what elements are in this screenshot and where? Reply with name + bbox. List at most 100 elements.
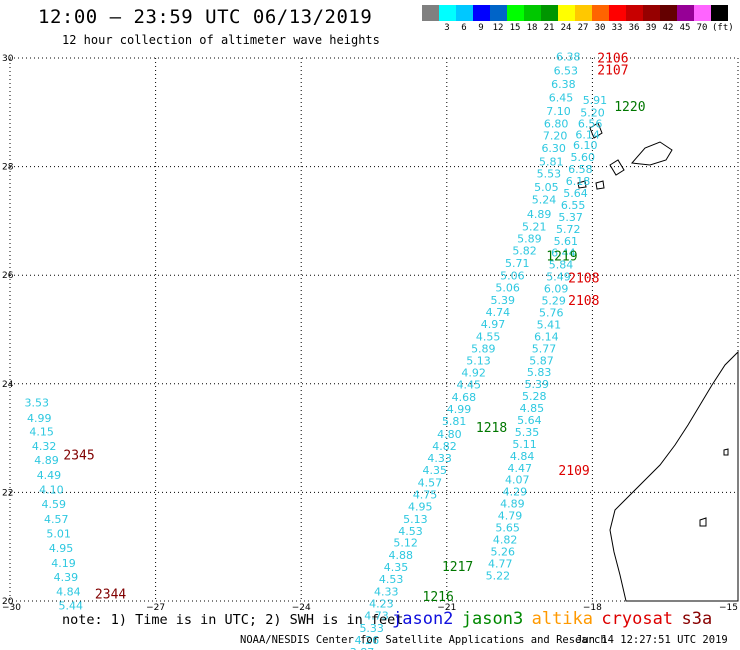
wave-height-value: 3.53 [25, 397, 49, 410]
wave-height-value: 4.19 [51, 557, 76, 570]
color-scale-label: 24 [560, 23, 572, 33]
wave-height-value: 5.89 [517, 233, 542, 246]
wave-height-value: 4.95 [408, 500, 433, 513]
wave-height-value: 5.81 [442, 415, 467, 428]
color-scale-label: 21 [543, 23, 555, 33]
lat-tick-label: 20 [2, 597, 14, 607]
wave-height-value: 4.10 [39, 483, 64, 496]
wave-height-value: 4.07 [505, 474, 530, 487]
color-swatch: 12 [490, 5, 507, 33]
island-outline [630, 141, 673, 166]
color-scale-label: 15 [509, 23, 521, 33]
wave-height-value: 4.33 [427, 452, 452, 465]
lon-tick-label: −24 [292, 603, 311, 613]
wave-height-value: 4.99 [447, 403, 472, 416]
island-outline [595, 180, 605, 190]
wave-height-value: 4.84 [510, 450, 534, 463]
wave-height-value: 6.80 [544, 118, 569, 131]
wave-height-value: 4.74 [486, 306, 511, 319]
wave-height-value: 5.49 [546, 271, 571, 284]
wave-height-value: 5.13 [403, 513, 428, 526]
lon-tick-label: −30 [2, 603, 21, 613]
wave-height-value: 4.75 [413, 488, 438, 501]
color-scale-label: 39 [645, 23, 657, 33]
legend-s3a: s3a [681, 609, 713, 629]
legend-jason3: jason3 [461, 609, 524, 629]
wave-height-value: 5.22 [486, 569, 511, 582]
color-scale-label: 45 [679, 23, 691, 33]
wave-height-value: 6.38 [551, 78, 576, 91]
lat-tick-label: 28 [2, 163, 14, 173]
wave-height-value: 6.45 [549, 91, 574, 104]
color-swatch: 3 [439, 5, 456, 33]
wave-height-value: 5.77 [532, 342, 557, 355]
wave-height-value: 4.23 [369, 598, 394, 611]
wave-height-value: 5.29 [541, 295, 566, 308]
wave-height-value: 4.47 [507, 462, 532, 475]
wave-height-value: 5.05 [534, 181, 559, 194]
color-swatch: 42 [660, 5, 677, 33]
wave-height-value: 6.14 [534, 330, 559, 343]
color-swatch [711, 5, 728, 21]
pass-time-label: 1220 [614, 100, 645, 115]
wave-height-value: 6.14 [575, 128, 600, 141]
lat-tick-label: 26 [2, 271, 14, 281]
wave-height-value: 4.84 [56, 586, 81, 599]
map-subtitle: 12 hour collection of altimeter wave hei… [62, 33, 380, 47]
coastline [609, 350, 739, 602]
wave-height-value: 5.39 [524, 378, 549, 391]
color-scale-label: 36 [628, 23, 640, 33]
wave-height-value: 4.39 [54, 571, 79, 584]
pass-time-label: 1218 [476, 421, 507, 436]
color-scale-label: 12 [492, 23, 504, 33]
wave-height-value: 5.87 [529, 354, 554, 367]
wave-height-value: 4.33 [374, 586, 399, 599]
wave-height-value: 6.58 [568, 163, 593, 176]
lat-tick-label: 24 [2, 380, 14, 390]
wave-height-value: 5.26 [490, 545, 514, 558]
generated-timestamp: Jun 14 12:27:51 UTC 2019 [576, 634, 728, 646]
pass-time-label: 2108 [568, 294, 599, 309]
wave-height-value: 7.20 [543, 129, 568, 142]
legend-altika: altika [531, 609, 594, 629]
credit-text: NOAA/NESDIS Center for Satellite Applica… [240, 634, 607, 646]
wave-height-value: 7.10 [546, 105, 571, 118]
wave-height-value: 6.55 [561, 199, 586, 212]
color-scale-label: 33 [611, 23, 623, 33]
wave-height-value: 6.10 [573, 139, 598, 152]
pass-time-label: 1217 [442, 560, 473, 575]
color-scale-label: 9 [478, 23, 484, 33]
color-swatch: 30 [592, 5, 609, 33]
wave-height-value: 5.71 [505, 257, 530, 270]
wave-height-value: 5.06 [500, 270, 524, 283]
legend-cryosat: cryosat [601, 609, 674, 629]
color-scale-label: 3 [444, 23, 450, 33]
wave-height-value: 4.29 [503, 486, 528, 499]
lat-tick-label: 30 [2, 54, 14, 64]
color-swatch: 15 [507, 5, 524, 33]
pass-time-label: 2107 [597, 63, 628, 78]
wave-height-value: 4.15 [29, 425, 54, 438]
wave-height-value: 4.53 [398, 525, 423, 538]
wave-height-value: 4.88 [389, 549, 414, 562]
wave-height-value: 4.89 [34, 454, 59, 467]
wave-height-value: 4.82 [493, 533, 518, 546]
wave-height-value: 5.12 [393, 537, 418, 550]
pass-time-label: 2106 [597, 51, 628, 66]
wave-height-value: 6.44 [551, 247, 576, 260]
wave-height-value: 5.06 [495, 281, 520, 294]
wave-height-value: 4.57 [418, 476, 443, 489]
color-scale-label: 18 [526, 23, 538, 33]
wave-height-value: 4.68 [452, 391, 477, 404]
wave-height-value: 4.97 [481, 318, 506, 331]
color-swatch: 24 [558, 5, 575, 33]
wave-height-value: 5.53 [537, 167, 562, 180]
wave-height-value: 5.11 [512, 438, 537, 451]
wave-height-value: 4.53 [379, 573, 404, 586]
lon-tick-label: −15 [719, 603, 738, 613]
lat-tick-label: 22 [2, 488, 13, 498]
color-swatch: 70 [694, 5, 711, 33]
wave-height-value: 5.21 [522, 221, 547, 234]
wave-height-value: 6.53 [554, 64, 579, 77]
color-scale-label: 70 [696, 23, 708, 33]
